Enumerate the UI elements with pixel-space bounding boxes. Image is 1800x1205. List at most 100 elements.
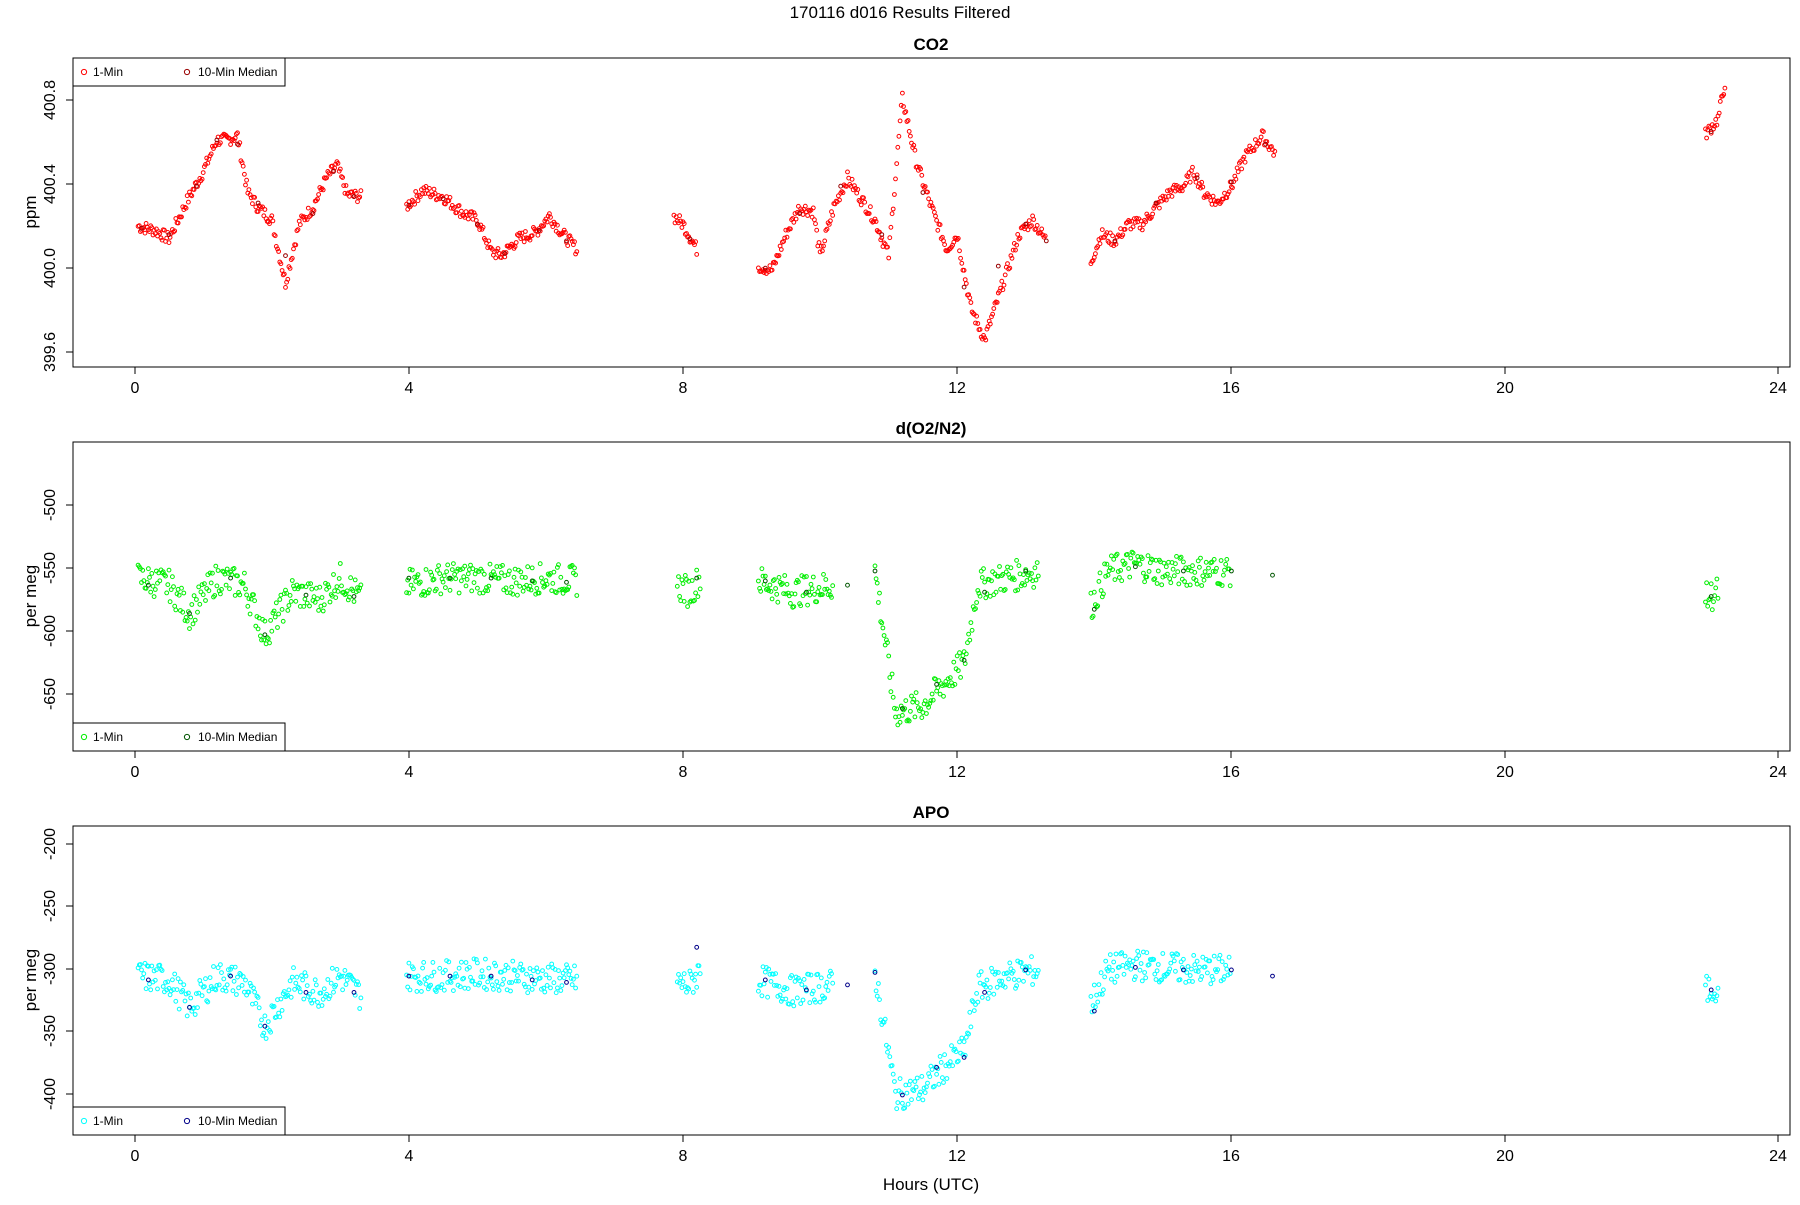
apo-1min-point xyxy=(224,982,230,988)
panel-co2-ytick-label: 399.6 xyxy=(42,332,59,372)
co2-1min-point xyxy=(541,223,547,229)
co2-1min-point xyxy=(320,187,326,193)
apo-1min-point xyxy=(1713,998,1719,1004)
apo-median-point xyxy=(529,977,535,983)
co2-1min-point xyxy=(208,151,214,157)
apo-median-point xyxy=(961,1055,967,1060)
o2n2-1min-point xyxy=(321,602,327,608)
o2n2-1min-point xyxy=(309,586,315,592)
apo-1min-point xyxy=(886,1045,892,1050)
co2-1min-point xyxy=(175,220,181,226)
o2n2-1min-point xyxy=(146,566,151,572)
apo-1min-point xyxy=(991,991,997,997)
co2-1min-point xyxy=(1190,164,1195,170)
o2n2-1min-point xyxy=(279,607,285,612)
o2n2-median-point xyxy=(982,589,987,595)
co2-1min-point xyxy=(431,186,437,192)
co2-1min-point xyxy=(679,225,685,230)
apo-median-point xyxy=(406,973,412,979)
apo-1min-point xyxy=(287,978,293,984)
o2n2-1min-point xyxy=(1155,568,1161,574)
apo-1min-point xyxy=(235,974,240,980)
o2n2-1min-point xyxy=(275,625,280,630)
o2n2-1min-point xyxy=(902,706,908,711)
apo-1min-point xyxy=(465,986,471,991)
o2n2-1min-point xyxy=(459,578,464,584)
apo-1min-point xyxy=(1193,968,1199,974)
apo-1min-point xyxy=(817,999,823,1005)
co2-1min-point xyxy=(1095,244,1101,249)
apo-1min-point xyxy=(1155,962,1161,967)
o2n2-1min-point xyxy=(936,678,942,684)
apo-1min-point xyxy=(1099,991,1105,997)
co2-1min-point xyxy=(822,238,828,244)
co2-1min-point xyxy=(903,109,909,114)
o2n2-1min-point xyxy=(235,573,240,579)
apo-1min-point xyxy=(1123,965,1129,970)
apo-1min-point xyxy=(277,1014,283,1020)
apo-1min-point xyxy=(794,995,800,1001)
co2-1min-point xyxy=(791,219,797,225)
o2n2-1min-point xyxy=(966,631,971,637)
apo-1min-point xyxy=(294,974,300,980)
co2-1min-point xyxy=(911,142,917,148)
o2n2-1min-point xyxy=(892,705,897,711)
o2n2-1min-point xyxy=(1167,576,1173,581)
co2-1min-point xyxy=(420,191,426,197)
co2-1min-point xyxy=(574,249,580,255)
apo-1min-point xyxy=(414,989,420,994)
co2-1min-point xyxy=(893,176,898,182)
o2n2-1min-point xyxy=(1103,573,1109,579)
o2n2-1min-point xyxy=(788,601,793,606)
o2n2-1min-point xyxy=(1015,587,1021,593)
apo-1min-point xyxy=(483,956,488,962)
co2-1min-point xyxy=(889,211,895,217)
co2-1min-point xyxy=(1127,219,1133,225)
o2n2-1min-point xyxy=(1126,566,1131,571)
panel-o2n2-ytick-label: -600 xyxy=(42,615,59,647)
apo-median-point xyxy=(1708,987,1714,993)
apo-1min-point xyxy=(165,979,171,985)
apo-1min-point xyxy=(1207,958,1213,964)
apo-1min-point xyxy=(158,966,164,972)
co2-1min-point xyxy=(861,195,866,201)
o2n2-1min-point xyxy=(276,611,282,617)
co2-1min-point xyxy=(984,326,990,332)
o2n2-1min-point xyxy=(437,571,443,576)
o2n2-median-point xyxy=(146,582,151,588)
o2n2-1min-point xyxy=(200,592,206,598)
co2-1min-point xyxy=(517,230,523,236)
co2-1min-point xyxy=(991,306,997,311)
o2n2-1min-point xyxy=(1031,585,1037,590)
co2-1min-point xyxy=(1139,227,1145,233)
apo-1min-point xyxy=(425,986,431,992)
co2-1min-point xyxy=(934,218,939,223)
co2-1min-point xyxy=(155,233,160,239)
co2-1min-point xyxy=(297,222,303,228)
apo-1min-point xyxy=(326,996,332,1002)
apo-median-point xyxy=(187,1005,192,1010)
apo-1min-point xyxy=(467,965,472,970)
co2-1min-point xyxy=(289,255,295,261)
co2-1min-point xyxy=(1042,233,1048,239)
apo-1min-point xyxy=(792,979,798,984)
apo-1min-point xyxy=(521,981,527,987)
co2-1min-point xyxy=(262,207,268,212)
apo-1min-point xyxy=(544,983,550,988)
apo-1min-point xyxy=(1175,952,1181,957)
co2-1min-point xyxy=(836,193,841,199)
apo-1min-point xyxy=(477,980,483,986)
co2-1min-point xyxy=(897,118,903,124)
apo-1min-point xyxy=(493,963,499,969)
co2-median-point xyxy=(214,137,220,143)
o2n2-1min-point xyxy=(471,580,477,585)
o2n2-1min-point xyxy=(821,572,826,577)
o2n2-1min-point xyxy=(1210,569,1216,574)
o2n2-1min-point xyxy=(1704,580,1709,586)
o2n2-1min-point xyxy=(783,591,789,597)
co2-1min-point xyxy=(919,172,925,178)
apo-1min-point xyxy=(307,991,312,997)
o2n2-1min-point xyxy=(351,599,357,604)
co2-1min-point xyxy=(962,277,968,283)
o2n2-1min-point xyxy=(889,671,895,677)
